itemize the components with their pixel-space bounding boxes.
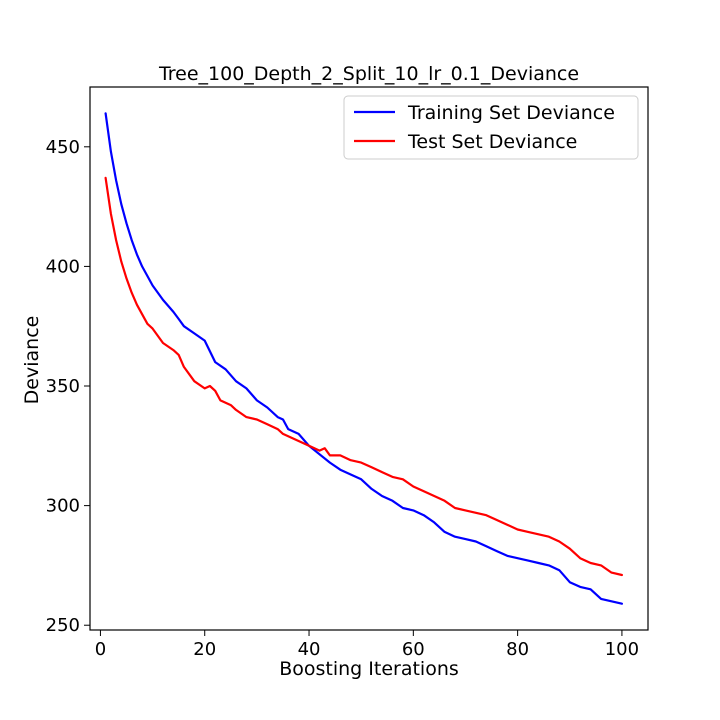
x-tick-label: 100 xyxy=(605,639,639,660)
legend-label-training: Training Set Deviance xyxy=(407,102,615,124)
series-lines xyxy=(104,112,624,605)
legend-box xyxy=(343,95,639,160)
chart-title: Tree_100_Depth_2_Split_10_lr_0.1_Devianc… xyxy=(158,63,579,85)
y-tick-label: 400 xyxy=(46,256,80,277)
y-tick-label: 250 xyxy=(46,615,80,636)
x-tick-label: 40 xyxy=(298,639,321,660)
x-tick-label: 80 xyxy=(506,639,529,660)
y-tick-label: 300 xyxy=(46,496,80,517)
legend-label-test: Test Set Deviance xyxy=(407,131,577,153)
x-tick-label: 0 xyxy=(95,639,106,660)
plot-frame xyxy=(89,86,649,631)
plot-area xyxy=(89,86,649,631)
training-deviance-line xyxy=(104,112,624,605)
x-tick-label: 20 xyxy=(193,639,216,660)
y-tick-label: 450 xyxy=(46,137,80,158)
x-tick-label: 60 xyxy=(402,639,425,660)
chart-legend: Training Set Deviance Test Set Deviance xyxy=(343,95,639,160)
x-axis-ticks: 0 20 40 60 80 100 xyxy=(95,630,639,660)
test-deviance-line xyxy=(104,176,624,577)
y-axis-label: Deviance xyxy=(21,316,43,405)
x-axis-label: Boosting Iterations xyxy=(279,658,459,680)
y-tick-label: 350 xyxy=(46,376,80,397)
y-axis-ticks: 250 300 350 400 450 xyxy=(46,137,90,636)
